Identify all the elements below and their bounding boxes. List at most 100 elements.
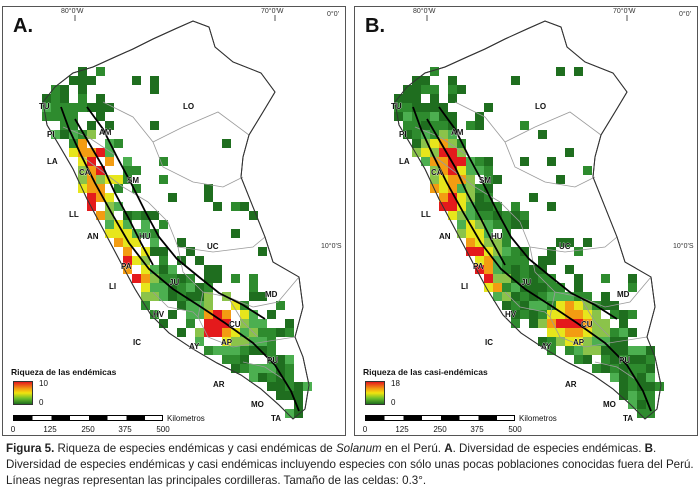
richness-cell xyxy=(96,184,105,193)
region-label-ju: JU xyxy=(169,278,179,287)
richness-cell xyxy=(213,346,222,355)
richness-cell xyxy=(78,67,87,76)
richness-cell xyxy=(412,85,421,94)
richness-cell xyxy=(240,310,249,319)
richness-cell xyxy=(547,292,556,301)
richness-cell xyxy=(249,211,258,220)
richness-cell xyxy=(285,364,294,373)
richness-cell xyxy=(511,202,520,211)
legend-title-b: Riqueza de las casi-endémicas xyxy=(363,367,488,377)
richness-cell xyxy=(195,337,204,346)
richness-cell xyxy=(177,301,186,310)
richness-cell xyxy=(132,166,141,175)
region-label-hv: HV xyxy=(153,310,165,319)
richness-cell xyxy=(448,139,457,148)
richness-cell xyxy=(213,265,222,274)
richness-cell xyxy=(628,283,637,292)
richness-cell xyxy=(556,310,565,319)
richness-cell xyxy=(96,193,105,202)
richness-cell xyxy=(502,229,511,238)
richness-cell xyxy=(502,220,511,229)
richness-cell xyxy=(475,157,484,166)
richness-cell xyxy=(646,382,655,391)
richness-cell xyxy=(493,265,502,274)
richness-cell xyxy=(520,274,529,283)
richness-cell xyxy=(114,175,123,184)
richness-cell xyxy=(249,283,258,292)
country-border xyxy=(42,20,310,420)
richness-cell xyxy=(87,103,96,112)
richness-cell xyxy=(132,76,141,85)
region-label-hv: HV xyxy=(505,310,517,319)
richness-cell xyxy=(637,409,646,418)
richness-cell xyxy=(159,157,168,166)
richness-cell xyxy=(547,256,556,265)
richness-cell xyxy=(267,355,276,364)
richness-cell xyxy=(529,319,538,328)
richness-cell xyxy=(574,310,583,319)
richness-cell xyxy=(619,328,628,337)
richness-cell xyxy=(511,301,520,310)
richness-cell xyxy=(222,337,231,346)
richness-cell xyxy=(439,148,448,157)
department-border xyxy=(152,291,199,318)
legend-colorbar-a xyxy=(13,381,33,405)
scale-tick-b: 125 xyxy=(395,425,409,434)
richness-cell xyxy=(213,202,222,211)
richness-cell xyxy=(565,148,574,157)
region-label-li: LI xyxy=(461,282,468,291)
richness-cell xyxy=(610,373,619,382)
richness-cell xyxy=(231,337,240,346)
richness-cell xyxy=(87,193,96,202)
richness-cell xyxy=(150,310,159,319)
richness-cell xyxy=(177,256,186,265)
richness-cell xyxy=(448,94,457,103)
richness-cell xyxy=(114,238,123,247)
richness-cell xyxy=(159,319,168,328)
richness-cell xyxy=(466,166,475,175)
department-border xyxy=(82,156,124,188)
richness-cell xyxy=(421,121,430,130)
map-panel-b: TU PI AM LA CA SM LL AN HU UC LO JU MD LI CU IC AY AP PU AR… xyxy=(354,6,698,436)
richness-cell xyxy=(96,103,105,112)
richness-cell xyxy=(574,301,583,310)
caption-text: en el Perú. xyxy=(381,442,445,455)
richness-cell xyxy=(565,265,574,274)
richness-cell xyxy=(430,175,439,184)
richness-cell xyxy=(556,319,565,328)
richness-cell xyxy=(96,67,105,76)
richness-cell xyxy=(628,364,637,373)
richness-cell xyxy=(78,175,87,184)
richness-cell xyxy=(240,364,249,373)
richness-cell xyxy=(430,85,439,94)
richness-cell xyxy=(87,157,96,166)
richness-cell xyxy=(195,256,204,265)
richness-cell xyxy=(556,67,565,76)
richness-cell xyxy=(511,211,520,220)
richness-cell xyxy=(51,94,60,103)
richness-cell xyxy=(240,202,249,211)
richness-cell xyxy=(448,148,457,157)
richness-cell xyxy=(186,292,195,301)
richness-cell xyxy=(457,193,466,202)
panel-letter-b: B. xyxy=(365,15,385,37)
richness-cell xyxy=(69,130,78,139)
cordillera-line xyxy=(60,106,300,412)
region-label-ay: AY xyxy=(189,342,200,351)
richness-cell xyxy=(78,76,87,85)
richness-cell xyxy=(213,310,222,319)
caption-text: . Diversidad de especies endémicas. xyxy=(452,442,645,455)
richness-cell xyxy=(511,76,520,85)
scale-tick-a: 0 xyxy=(10,425,16,434)
richness-cell xyxy=(105,202,114,211)
richness-cell xyxy=(222,355,231,364)
cordillera-line xyxy=(412,106,652,412)
richness-cell xyxy=(556,238,565,247)
richness-cell xyxy=(276,328,285,337)
richness-cell xyxy=(502,274,511,283)
richness-cell xyxy=(439,157,448,166)
richness-cell xyxy=(177,274,186,283)
richness-cell xyxy=(646,391,655,400)
richness-cell xyxy=(168,292,177,301)
richness-cell xyxy=(159,283,168,292)
